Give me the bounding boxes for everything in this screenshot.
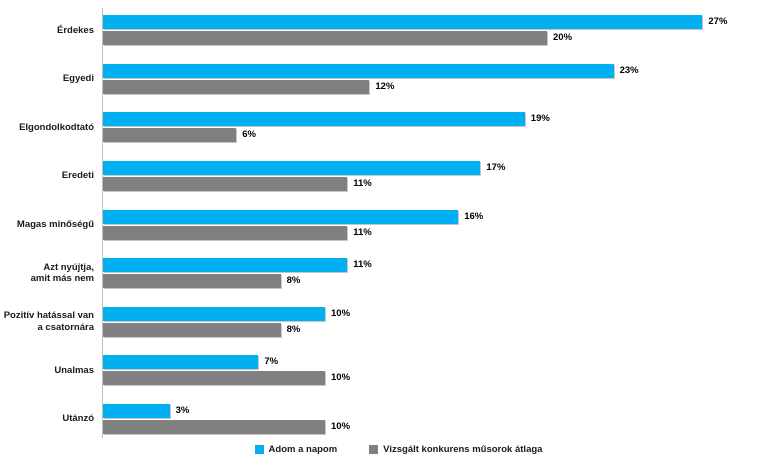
bar-group: 16% 11% xyxy=(103,209,484,240)
category-row: Unalmas 7% 10% xyxy=(0,346,777,395)
value-label: 7% xyxy=(264,356,279,368)
value-label: 10% xyxy=(331,372,351,384)
bar-line: 27% xyxy=(103,15,728,30)
legend-label-konkurens-atlag: Vizsgált konkurens műsorok átlaga xyxy=(383,444,543,455)
category-label: Egyedi xyxy=(62,73,94,85)
bar-group: 10% 8% xyxy=(103,306,351,337)
value-label: 10% xyxy=(331,307,351,319)
bar-adom-a-napom xyxy=(103,112,525,127)
legend: Adom a napom Vizsgált konkurens műsorok … xyxy=(20,444,777,455)
category-label: Azt nyújtja, amit más nem xyxy=(30,261,94,285)
value-label: 10% xyxy=(331,421,351,433)
category-row: Azt nyújtja, amit más nem 11% 8% xyxy=(0,249,777,298)
category-label: Elgondolkodtató xyxy=(19,121,94,133)
value-label: 23% xyxy=(619,64,639,76)
y-axis-line xyxy=(102,8,103,438)
bar-adom-a-napom xyxy=(103,161,481,176)
bar-line: 3% xyxy=(103,404,350,419)
category-label: Eredeti xyxy=(61,170,94,182)
chart-rows: Érdekes 27% 20% Egyedi 23% 12% Elgondolkodtató… xyxy=(0,6,777,443)
bar-line: 6% xyxy=(103,128,550,143)
category-label: Utánzó xyxy=(62,413,94,425)
bar-group: 11% 8% xyxy=(103,258,372,289)
value-label: 8% xyxy=(286,323,301,335)
bar-konkurens-atlag xyxy=(103,225,348,240)
legend-item-adom-a-napom: Adom a napom xyxy=(254,444,338,455)
bar-konkurens-atlag xyxy=(103,371,325,386)
bar-line: 11% xyxy=(103,177,505,192)
bar-group: 7% 10% xyxy=(103,355,351,386)
bar-adom-a-napom xyxy=(103,404,170,419)
value-label: 11% xyxy=(353,259,372,271)
bar-group: 23% 12% xyxy=(103,63,639,94)
bar-konkurens-atlag xyxy=(103,79,370,94)
legend-swatch-blue xyxy=(254,445,264,454)
bar-adom-a-napom xyxy=(103,209,459,224)
value-label: 16% xyxy=(464,210,484,222)
bar-adom-a-napom xyxy=(103,258,348,273)
bar-line: 10% xyxy=(103,371,351,386)
value-label: 27% xyxy=(708,16,728,28)
bar-line: 20% xyxy=(103,31,727,46)
value-label: 20% xyxy=(553,32,573,44)
value-label: 12% xyxy=(375,80,395,92)
bar-konkurens-atlag xyxy=(103,177,348,192)
bar-adom-a-napom xyxy=(103,306,325,321)
bar-line: 23% xyxy=(103,63,639,78)
category-label: Érdekes xyxy=(57,24,94,36)
bar-line: 11% xyxy=(103,225,483,240)
category-row: Egyedi 23% 12% xyxy=(0,55,777,104)
category-label: Magas minőségű xyxy=(16,218,94,230)
category-row: Magas minőségű 16% 11% xyxy=(0,200,777,249)
bar-line: 11% xyxy=(103,258,372,273)
category-row: Elgondolkodtató 19% 6% xyxy=(0,103,777,152)
bar-line: 17% xyxy=(103,161,506,176)
bar-adom-a-napom xyxy=(103,15,703,30)
category-row: Eredeti 17% 11% xyxy=(0,152,777,201)
value-label: 6% xyxy=(242,129,256,141)
value-label: 19% xyxy=(530,113,550,125)
bar-adom-a-napom xyxy=(103,355,259,370)
bar-line: 8% xyxy=(103,274,372,289)
legend-swatch-gray xyxy=(369,445,379,454)
bar-line: 7% xyxy=(103,355,350,370)
category-row: Utánzó 3% 10% xyxy=(0,395,777,444)
value-label: 17% xyxy=(486,162,506,174)
bar-group: 17% 11% xyxy=(103,161,506,192)
bar-line: 8% xyxy=(103,322,350,337)
category-row: Pozitív hatással van a csatornára 10% 8% xyxy=(0,298,777,347)
bar-konkurens-atlag xyxy=(103,128,237,143)
bar-line: 10% xyxy=(103,306,351,321)
bar-konkurens-atlag xyxy=(103,31,547,46)
value-label: 11% xyxy=(353,178,372,190)
value-label: 11% xyxy=(353,226,372,238)
bar-line: 10% xyxy=(103,420,351,435)
bar-line: 19% xyxy=(103,112,550,127)
bar-adom-a-napom xyxy=(103,63,614,78)
value-label: 8% xyxy=(286,275,301,287)
bar-line: 12% xyxy=(103,79,639,94)
bar-konkurens-atlag xyxy=(103,420,325,435)
legend-item-konkurens-atlag: Vizsgált konkurens műsorok átlaga xyxy=(369,444,542,455)
bar-group: 27% 20% xyxy=(103,15,728,46)
category-label: Unalmas xyxy=(54,364,94,376)
bar-line: 16% xyxy=(103,209,484,224)
category-row: Érdekes 27% 20% xyxy=(0,6,777,55)
bar-group: 19% 6% xyxy=(103,112,550,143)
bar-konkurens-atlag xyxy=(103,274,281,289)
legend-label-adom-a-napom: Adom a napom xyxy=(268,444,338,455)
bar-group: 3% 10% xyxy=(103,404,351,435)
bar-konkurens-atlag xyxy=(103,322,281,337)
category-label: Pozitív hatással van a csatornára xyxy=(3,310,94,333)
value-label: 3% xyxy=(175,405,190,417)
